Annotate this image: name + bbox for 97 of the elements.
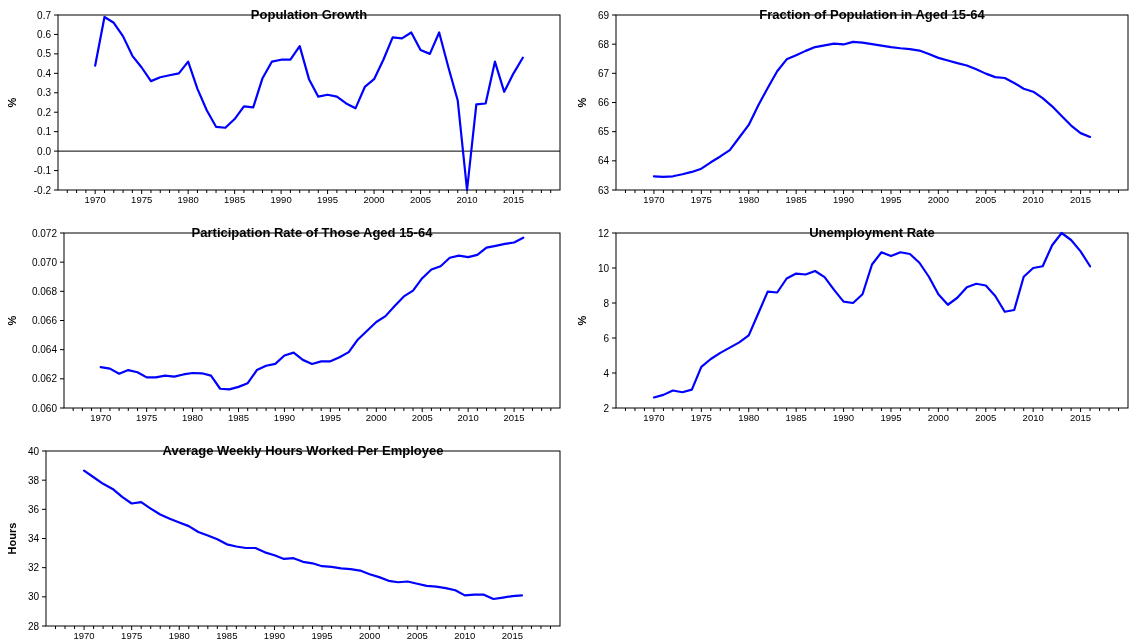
x-tick-label: 1970	[643, 194, 665, 205]
x-tick-label: 1990	[270, 194, 292, 205]
x-tick-label: 1985	[216, 630, 238, 641]
x-tick-label: 2005	[409, 194, 432, 205]
x-tick-label: 1980	[177, 194, 199, 205]
y-tick-label: 0.5	[37, 48, 52, 60]
x-tick-label: 2000	[363, 194, 385, 205]
x-tick-label: 1970	[73, 630, 95, 641]
x-tick-label: 2005	[975, 412, 997, 423]
y-tick-label: 65	[597, 126, 610, 138]
x-tick-label: 1980	[738, 412, 760, 423]
y-tick-label: 30	[27, 591, 40, 603]
y-tick-label: 40	[27, 445, 40, 457]
y-tick-label: 63	[597, 184, 610, 196]
x-tick-label: 2015	[501, 630, 523, 641]
x-tick-label: 1990	[832, 194, 855, 205]
y-tick-label: 0.7	[37, 9, 52, 21]
x-tick-label: 1985	[785, 194, 807, 205]
y-tick-label: 6	[603, 332, 610, 344]
y-tick-label: 67	[597, 67, 610, 79]
x-tick-label: 1975	[136, 412, 158, 423]
y-tick-label: 34	[27, 533, 40, 544]
y-tick-label: 0.2	[37, 106, 52, 118]
y-tick-label: 0.070	[31, 256, 58, 268]
y-axis-title: %	[6, 97, 18, 108]
y-tick-label: 10	[597, 262, 610, 274]
x-tick-label: 2010	[1022, 194, 1044, 205]
x-tick-label: 2005	[975, 194, 997, 205]
x-tick-label: 1970	[90, 412, 112, 423]
y-tick-label: 0.072	[31, 227, 58, 239]
x-tick-label: 1975	[690, 412, 712, 423]
x-tick-label: 1980	[182, 412, 204, 423]
y-tick-label: 0.064	[31, 344, 58, 356]
x-tick-label: 1995	[311, 630, 333, 641]
x-tick-label: 1975	[121, 630, 143, 641]
x-tick-label: 2005	[406, 630, 428, 641]
y-tick-label: -0.2	[33, 184, 52, 196]
x-tick-label: 1970	[643, 412, 665, 423]
x-tick-label: 2000	[927, 412, 949, 423]
chart-title: Participation Rate of Those Aged 15-64	[191, 225, 434, 240]
y-tick-label: 2	[603, 402, 610, 414]
x-tick-label: 2015	[503, 412, 525, 423]
x-tick-label: 2015	[1070, 412, 1092, 423]
x-tick-label: 1995	[317, 194, 339, 205]
y-tick-label: 0.3	[37, 87, 52, 99]
y-tick-label: -0.1	[33, 165, 52, 177]
x-tick-label: 1980	[738, 194, 760, 205]
chart-title: Population Growth	[250, 7, 368, 22]
y-axis-title: %	[576, 97, 588, 108]
y-axis-title: %	[6, 315, 18, 326]
y-axis-title: Hours	[6, 522, 18, 555]
x-tick-label: 1970	[84, 194, 106, 205]
y-tick-label: 0.6	[37, 28, 52, 40]
y-tick-label: 12	[597, 227, 610, 239]
x-tick-label: 2015	[1070, 194, 1092, 205]
y-tick-label: 64	[597, 155, 610, 167]
x-tick-label: 1980	[168, 630, 190, 641]
x-tick-label: 1975	[690, 194, 712, 205]
x-tick-label: 1985	[224, 194, 246, 205]
x-tick-label: 2005	[411, 412, 433, 423]
y-tick-label: 0.068	[31, 285, 58, 297]
x-tick-label: 1995	[880, 194, 902, 205]
x-tick-label: 2010	[456, 194, 478, 205]
y-tick-label: 0.1	[37, 126, 52, 138]
x-tick-label: 2000	[927, 194, 949, 205]
chart-title: Unemployment Rate	[809, 225, 935, 240]
y-tick-label: 0.060	[31, 402, 58, 414]
x-tick-label: 1995	[880, 412, 902, 423]
y-tick-label: 32	[27, 562, 40, 574]
x-tick-label: 1985	[785, 412, 807, 423]
x-tick-label: 1990	[263, 630, 286, 641]
y-tick-label: 66	[597, 97, 610, 108]
y-tick-label: 28	[27, 620, 40, 632]
x-tick-label: 2000	[359, 630, 381, 641]
y-tick-label: 0.062	[31, 373, 58, 385]
y-tick-label: 8	[603, 297, 610, 309]
x-tick-label: 2015	[502, 194, 525, 205]
x-tick-label: 1990	[273, 412, 296, 423]
x-tick-label: 2010	[1022, 412, 1044, 423]
y-tick-label: 0.4	[37, 67, 52, 79]
x-tick-label: 1995	[319, 412, 341, 423]
y-axis-title: %	[576, 315, 588, 326]
x-tick-label: 1975	[131, 194, 153, 205]
x-tick-label: 2000	[365, 412, 387, 423]
y-tick-label: 38	[27, 474, 40, 486]
x-tick-label: 1985	[227, 412, 250, 423]
chart-title: Average Weekly Hours Worked Per Employee	[162, 443, 444, 458]
y-tick-label: 68	[597, 38, 610, 50]
y-tick-label: 0.0	[37, 145, 52, 157]
x-tick-label: 1990	[832, 412, 855, 423]
y-tick-label: 4	[603, 367, 610, 379]
x-tick-label: 2010	[457, 412, 479, 423]
y-tick-label: 0.066	[31, 315, 58, 326]
y-tick-label: 69	[597, 9, 610, 21]
y-tick-label: 36	[27, 503, 40, 515]
chart-title: Fraction of Population in Aged 15-64	[759, 7, 986, 22]
x-tick-label: 2010	[454, 630, 476, 641]
